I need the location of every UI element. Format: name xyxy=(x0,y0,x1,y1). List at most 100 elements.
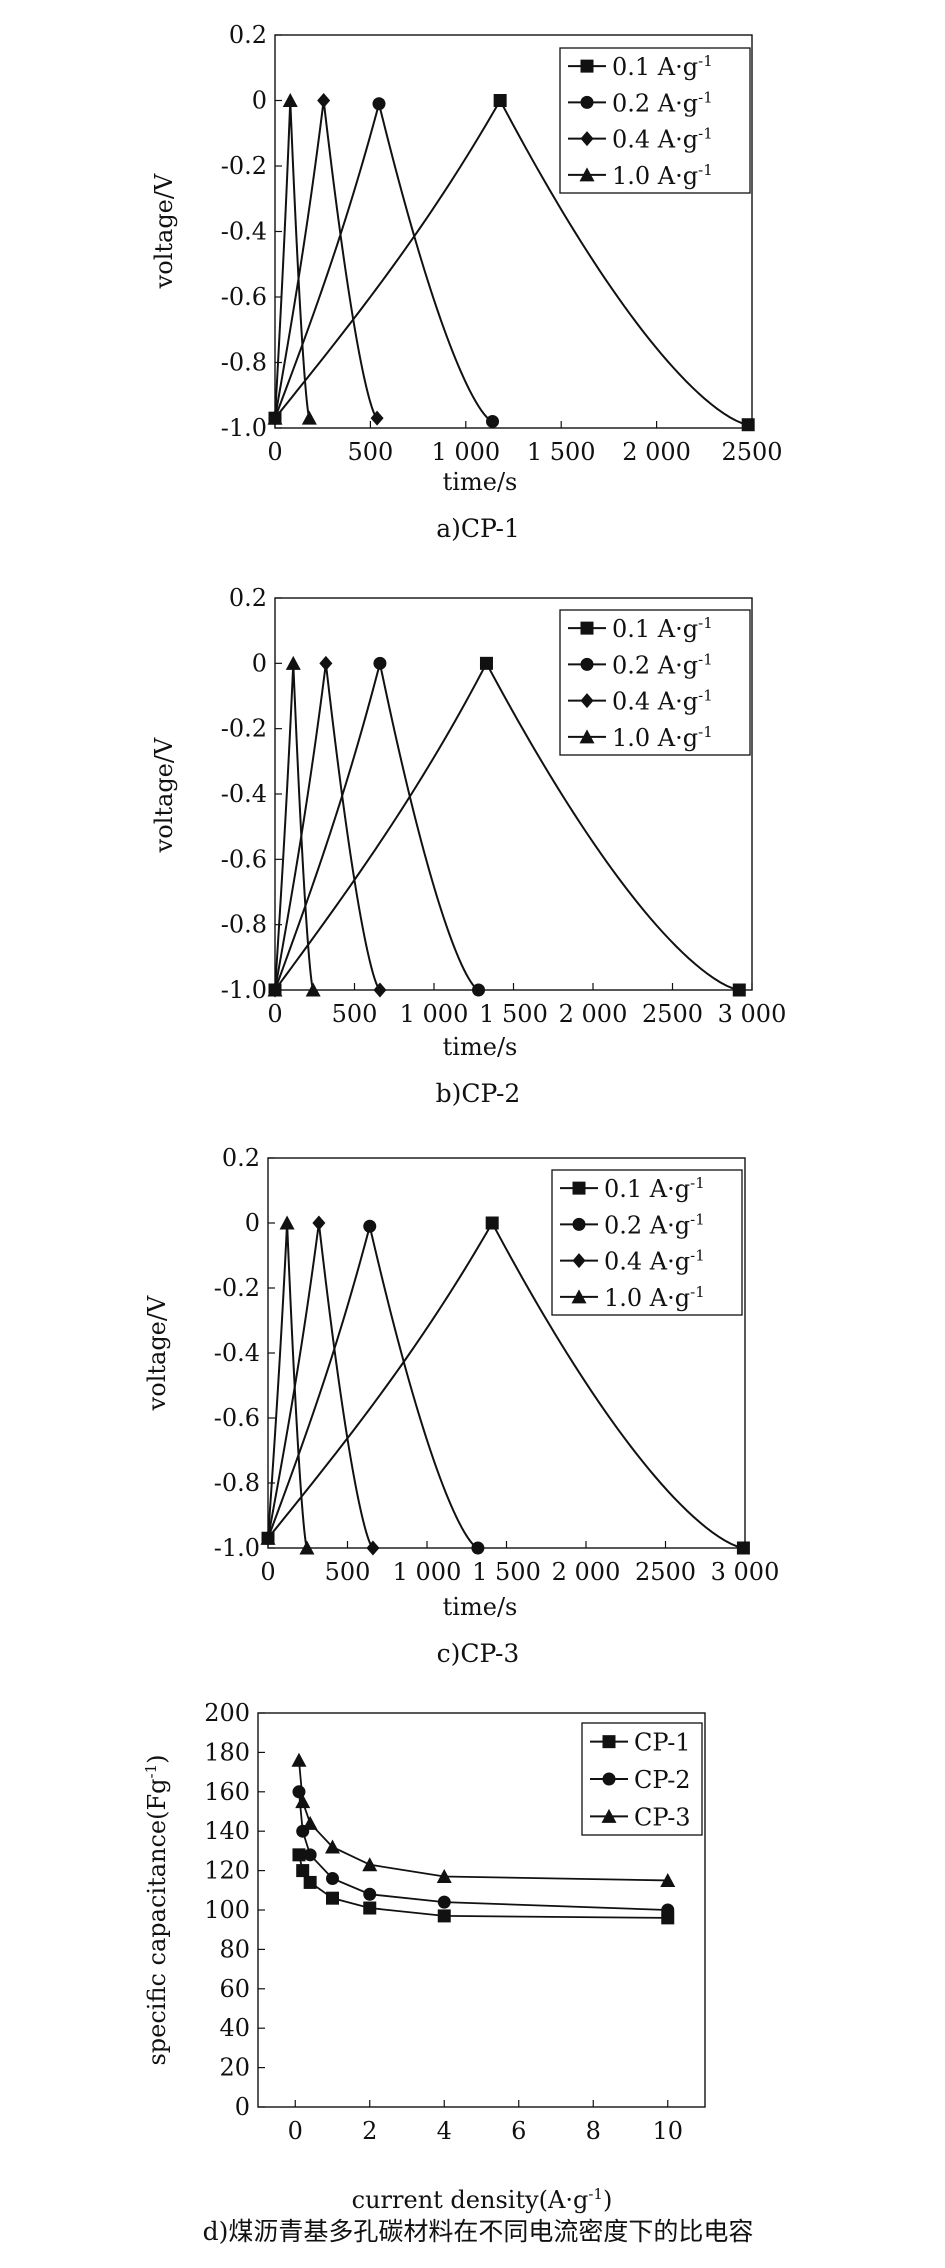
y-tick-label: 120 xyxy=(204,1857,250,1885)
data-point xyxy=(479,656,493,670)
legend-marker xyxy=(571,1289,587,1304)
y-tick-label: 0 xyxy=(252,649,267,677)
legend-label: 0.1 A·g-1 xyxy=(612,52,713,81)
data-point xyxy=(437,1909,451,1923)
y-tick-label: 180 xyxy=(204,1738,250,1766)
x-tick-label: 500 xyxy=(332,1000,378,1028)
legend-marker xyxy=(572,1217,586,1231)
x-tick-label: 2500 xyxy=(635,1558,696,1586)
y-tick-label: -0.4 xyxy=(214,1339,260,1367)
data-point xyxy=(741,418,755,432)
chart-3: 0.20-0.2-0.4-0.6-0.8-1.00 500 1 000 1 500 2 … xyxy=(143,1144,779,1668)
y-tick-label: -0.4 xyxy=(221,218,267,246)
x-tick-label: 10 xyxy=(652,2117,683,2145)
y-tick-label: 0.2 xyxy=(229,584,267,612)
legend: CP-1 CP-2 CP-3 xyxy=(581,1722,703,1836)
x-tick-label: 3 000 xyxy=(711,1558,780,1586)
x-tick-label: 500 xyxy=(347,438,393,466)
y-tick-label: -0.8 xyxy=(221,349,267,377)
x-tick-label: 1 000 xyxy=(400,1000,469,1028)
data-point xyxy=(299,1540,315,1555)
data-point xyxy=(317,93,331,108)
legend-marker xyxy=(601,1808,617,1823)
x-axis-label: current density(A·g-1) xyxy=(352,2185,613,2214)
panel-caption: a)CP-1 xyxy=(436,514,520,543)
data-point xyxy=(303,1848,317,1862)
legend-label: 1.0 A·g-1 xyxy=(612,723,713,752)
y-tick-label: -0.6 xyxy=(214,1404,260,1432)
y-axis-label: specific capacitance(Fg-1) xyxy=(142,1754,171,2065)
legend-label: 0.2 A·g-1 xyxy=(612,88,713,117)
x-axis-label: time/s xyxy=(443,1593,518,1621)
x-tick-label: 0 xyxy=(288,2117,303,2145)
data-point xyxy=(472,983,486,997)
legend-label: 0.4 A·g-1 xyxy=(612,125,713,154)
data-point xyxy=(373,656,387,670)
data-point xyxy=(661,1903,675,1917)
data-point xyxy=(267,410,283,425)
x-tick-label: 0 xyxy=(260,1558,275,1586)
data-point xyxy=(312,1215,326,1231)
panel-caption: b)CP-2 xyxy=(436,1079,521,1108)
data-point xyxy=(267,982,283,997)
legend-label: 0.1 A·g-1 xyxy=(612,614,713,643)
data-point xyxy=(282,93,298,107)
legend-label: 0.2 A·g-1 xyxy=(612,650,713,679)
data-point xyxy=(370,410,384,426)
legend-marker xyxy=(580,59,594,73)
series-curve-4 xyxy=(267,1222,308,1549)
chart-2: 0.20-0.2-0.4-0.6-0.8-1.00 500 1 000 1 500 2 … xyxy=(150,584,786,1108)
data-point xyxy=(373,982,387,998)
y-tick-label: 0 xyxy=(245,1209,260,1237)
data-point xyxy=(363,1901,377,1915)
legend-marker xyxy=(580,657,594,671)
y-tick-label: -0.8 xyxy=(221,911,267,939)
y-tick-label: 0 xyxy=(252,87,267,115)
legend-label: 0.2 A·g-1 xyxy=(604,1210,705,1239)
data-point xyxy=(296,1864,310,1878)
x-tick-label: 8 xyxy=(586,2117,601,2145)
legend-marker xyxy=(572,1253,586,1269)
series-curve-2 xyxy=(274,663,480,991)
legend-marker xyxy=(580,131,594,147)
x-tick-label: 2 xyxy=(362,2117,377,2145)
y-axis-label: voltage/V xyxy=(150,737,178,853)
chart-4: 0 20 40 60 80 100 120 140 160 180 200 0 2 4 6 8 10 curren… xyxy=(142,1699,753,2246)
x-tick-label: 1 000 xyxy=(431,438,500,466)
legend-marker xyxy=(579,167,595,182)
y-tick-label: 160 xyxy=(204,1778,250,1806)
x-tick-label: 1 000 xyxy=(393,1558,462,1586)
legend-marker xyxy=(602,1772,616,1786)
data-point xyxy=(326,1871,339,1885)
y-tick-label: 0 xyxy=(235,2093,250,2121)
legend: 0.1 A·g-1 0.2 A·g-1 0.4 A·g-1 1.0 A·g-1 xyxy=(559,47,751,194)
series-curve-3 xyxy=(274,100,378,419)
x-axis-label: time/s xyxy=(443,1033,518,1061)
x-axis-label: time/s xyxy=(443,468,518,496)
x-tick-label: 2 000 xyxy=(552,1558,621,1586)
legend-marker xyxy=(579,729,595,744)
y-tick-label: -0.4 xyxy=(221,780,267,808)
y-tick-label: -0.8 xyxy=(214,1469,260,1497)
series-curve-4 xyxy=(274,663,315,991)
data-point xyxy=(736,1541,750,1555)
y-tick-label: 100 xyxy=(204,1896,250,1924)
x-tick-label: 1 500 xyxy=(527,438,596,466)
y-tick-label: 200 xyxy=(204,1699,250,1727)
legend-label: 1.0 A·g-1 xyxy=(604,1283,705,1312)
data-point xyxy=(471,1541,485,1555)
legend-marker xyxy=(572,1181,586,1195)
data-point xyxy=(279,1215,295,1230)
data-point xyxy=(486,414,500,428)
y-axis-label: voltage/V xyxy=(143,1295,171,1411)
data-point xyxy=(366,1540,380,1556)
data-point xyxy=(437,1895,451,1909)
data-point xyxy=(303,1875,317,1889)
legend-label: 1.0 A·g-1 xyxy=(612,161,713,190)
y-tick-label: -0.2 xyxy=(214,1274,260,1302)
legend-marker xyxy=(580,621,594,635)
y-axis-label: voltage/V xyxy=(150,173,178,289)
x-tick-label: 2500 xyxy=(721,438,782,466)
legend-marker xyxy=(602,1735,616,1749)
